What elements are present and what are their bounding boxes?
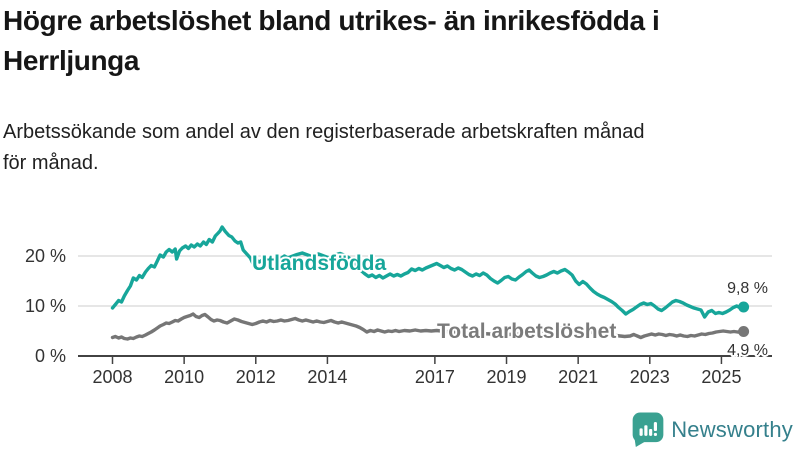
newsworthy-brand-name: Newsworthy — [671, 417, 793, 442]
title-line-1: Högre arbetslöshet bland utrikes- än inr… — [3, 5, 660, 36]
brand-icon-exclamation-bar — [654, 422, 658, 432]
x-axis-tick-label: 2014 — [307, 367, 347, 387]
x-axis-tick-label: 2021 — [558, 367, 598, 387]
series-label-utlandsfodda: Utlandsfödda — [252, 252, 386, 275]
y-axis-tick-label: 10 % — [25, 296, 66, 316]
chart-title: Högre arbetslöshet bland utrikes- än inr… — [3, 1, 788, 81]
series-end-dot-1 — [738, 326, 750, 337]
brand-icon-bar-2 — [644, 425, 648, 436]
y-axis-tick-label: 20 % — [25, 246, 66, 266]
series-line-0 — [110, 225, 746, 319]
x-axis-tick-label: 2017 — [415, 367, 455, 387]
chart-subtitle: Arbetssökande som andel av den registerb… — [3, 117, 788, 179]
series-label-total-arbetsloshet: Total arbetslöshet — [437, 320, 616, 343]
y-axis-tick-label: 0 % — [35, 346, 66, 366]
x-axis-tick-label: 2012 — [236, 367, 276, 387]
end-value-label-utlandsfodda: 9,8 % — [727, 280, 768, 297]
newsworthy-brand-icon — [632, 412, 664, 447]
series-line-1 — [110, 312, 746, 341]
x-axis-tick-label: 2019 — [486, 367, 526, 387]
series-end-dot-0 — [738, 301, 750, 313]
subtitle-line-2: för månad. — [3, 152, 99, 174]
brand-icon-bar-1 — [639, 428, 643, 436]
subtitle-line-1: Arbetssökande som andel av den registerb… — [3, 121, 645, 143]
newsworthy-logo: Newsworthy — [632, 412, 793, 448]
x-axis-tick-label: 2025 — [701, 367, 741, 387]
x-axis-tick-label: 2008 — [92, 367, 132, 387]
brand-icon-exclamation-dot — [654, 432, 658, 437]
x-axis-tick-label: 2023 — [630, 367, 670, 387]
brand-icon-bubble-tail — [634, 436, 647, 447]
end-value-label-total: 4,9 % — [727, 342, 768, 359]
x-axis-tick-label: 2010 — [164, 367, 204, 387]
brand-icon-bar-3 — [649, 428, 653, 436]
title-line-2: Herrljunga — [3, 45, 140, 76]
